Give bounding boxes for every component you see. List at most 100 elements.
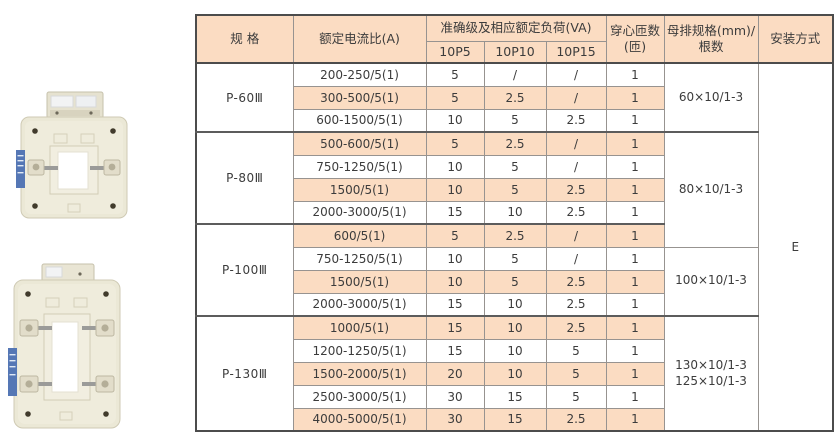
table-row: P-130Ⅲ 1000/5(1) 15 10 2.5 1 130×10/1-3 125×10/… [195, 315, 833, 432]
table-row: 1500/5(1) 10 5 2.5 1 [196, 269, 833, 294]
load-10p10-cell: 5 [483, 269, 547, 294]
load-10p10-cell: 10 [483, 361, 547, 386]
ratio-cell: 500-600/5(1) [292, 131, 427, 156]
table-row: 2500-3000/5(1) 30 15 5 1 [196, 384, 833, 409]
header-10p10: 10P10 [483, 40, 547, 64]
turns-cell: 1 [605, 62, 665, 87]
load-10p15-cell: / [545, 223, 607, 248]
turns-cell: 1 [605, 154, 665, 179]
header-mounting: 安装方式 [757, 14, 834, 64]
load-10p10-cell: 2.5 [483, 85, 547, 110]
table-row: 750-1250/5(1) 10 5/1 [196, 154, 833, 179]
turns-cell: 1 [605, 361, 665, 386]
turns-cell: 1 [605, 407, 665, 432]
mounting-cell: E [757, 62, 834, 432]
load-10p15-cell: / [545, 246, 607, 271]
load-10p15-cell: 2.5 [545, 407, 607, 432]
load-10p15-cell: 2.5 [545, 177, 607, 202]
ratio-cell: 600-1500/5(1) [292, 108, 427, 133]
ratio-cell: 1200-1250/5(1) [292, 338, 427, 363]
ratio-cell: 750-1250/5(1) [292, 154, 427, 179]
load-10p10-cell: 2.5 [483, 131, 547, 156]
load-10p5-cell: 30 [425, 384, 485, 409]
turns-cell: 1 [605, 131, 665, 156]
load-10p10-cell: 10 [483, 200, 547, 225]
load-10p15-cell: 2.5 [545, 269, 607, 294]
table-row: 4000-5000/5(1) 30 15 2.5 1 [196, 407, 833, 432]
load-10p10-cell: 2.5 [483, 223, 547, 248]
table-row: P-60Ⅲ 200-250/5(1) 5//1 60×10/1-3 E [195, 62, 834, 432]
table-row: P-80Ⅲ 500-600/5(1) 5 2.5/1 80×10/1-3 [195, 131, 833, 248]
load-10p15-cell: 2.5 [545, 200, 607, 225]
load-10p15-cell: 5 [545, 361, 607, 386]
turns-cell: 1 [605, 177, 665, 202]
load-10p10-cell: / [483, 62, 547, 87]
header-spec: 规 格 [195, 14, 294, 64]
spec-table-header: 规 格 额定电流比(A) 准确级及相应额定负荷(VA) 穿心匝数(匝) 母排规格… [195, 14, 834, 64]
ratio-cell: 600/5(1) [292, 223, 427, 248]
load-10p15-cell: / [545, 62, 607, 87]
ratio-cell: 1000/5(1) [292, 315, 427, 340]
load-10p5-cell: 5 [425, 62, 485, 87]
load-10p5-cell: 5 [425, 223, 485, 248]
header-10p15: 10P15 [545, 40, 607, 64]
load-10p10-cell: 10 [483, 338, 547, 363]
busbar-cell: 100×10/1-3 [663, 246, 759, 317]
turns-cell: 1 [605, 85, 665, 110]
transformer-photo-small [12, 84, 136, 224]
spec-table-body: P-60Ⅲ 200-250/5(1) 5//1 60×10/1-3 E 300-500/5… [195, 62, 834, 432]
turns-cell: 1 [605, 384, 665, 409]
spec-cell: P-60Ⅲ [195, 62, 294, 133]
transformer-small-illustration [16, 91, 128, 219]
load-10p15-cell: 5 [545, 384, 607, 409]
spec-cell: P-80Ⅲ [195, 131, 294, 225]
table-row: 750-1250/5(1) 10 5/1 100×10/1-3 [196, 246, 833, 317]
load-10p15-cell: / [545, 85, 607, 110]
transformer-large-illustration [8, 263, 121, 429]
table-row: 1500-2000/5(1) 20 10 5 1 [196, 361, 833, 386]
ratio-cell: 750-1250/5(1) [292, 246, 427, 271]
spec-cell: P-100Ⅲ [195, 223, 294, 317]
turns-cell: 1 [605, 269, 665, 294]
transformer-photo-large [2, 256, 134, 438]
load-10p15-cell: 2.5 [545, 315, 607, 340]
ratio-cell: 1500/5(1) [292, 269, 427, 294]
header-accuracy-group: 准确级及相应额定负荷(VA) [425, 14, 607, 42]
load-10p5-cell: 15 [425, 200, 485, 225]
turns-cell: 1 [605, 108, 665, 133]
busbar-cell: 80×10/1-3 [663, 131, 759, 248]
load-10p10-cell: 5 [483, 108, 547, 133]
load-10p15-cell: 2.5 [545, 292, 607, 317]
load-10p10-cell: 15 [483, 384, 547, 409]
load-10p5-cell: 15 [425, 315, 485, 340]
spec-cell: P-130Ⅲ [195, 315, 294, 432]
spec-table: 规 格 额定电流比(A) 准确级及相应额定负荷(VA) 穿心匝数(匝) 母排规格… [195, 14, 834, 432]
load-10p15-cell: 5 [545, 338, 607, 363]
load-10p5-cell: 5 [425, 85, 485, 110]
load-10p5-cell: 20 [425, 361, 485, 386]
ratio-cell: 300-500/5(1) [292, 85, 427, 110]
load-10p5-cell: 10 [425, 177, 485, 202]
busbar-cell: 130×10/1-3 125×10/1-3 [663, 315, 759, 432]
ratio-cell: 2000-3000/5(1) [292, 200, 427, 225]
table-row: 2000-3000/5(1) 15 10 2.5 1 [196, 200, 833, 225]
load-10p5-cell: 10 [425, 108, 485, 133]
ratio-cell: 2000-3000/5(1) [292, 292, 427, 317]
busbar-cell: 60×10/1-3 [663, 62, 759, 133]
load-10p5-cell: 15 [425, 338, 485, 363]
ratio-cell: 200-250/5(1) [292, 62, 427, 87]
turns-cell: 1 [605, 292, 665, 317]
load-10p15-cell: / [545, 154, 607, 179]
load-10p5-cell: 15 [425, 292, 485, 317]
load-10p15-cell: 2.5 [545, 108, 607, 133]
ratio-cell: 1500-2000/5(1) [292, 361, 427, 386]
load-10p5-cell: 10 [425, 269, 485, 294]
table-row: 2000-3000/5(1) 15 10 2.5 1 [196, 292, 833, 317]
turns-cell: 1 [605, 315, 665, 340]
ratio-cell: 2500-3000/5(1) [292, 384, 427, 409]
header-ratio: 额定电流比(A) [292, 14, 427, 64]
turns-cell: 1 [605, 200, 665, 225]
table-row: 1500/5(1) 10 5 2.5 1 [196, 177, 833, 202]
turns-cell: 1 [605, 223, 665, 248]
load-10p5-cell: 10 [425, 246, 485, 271]
